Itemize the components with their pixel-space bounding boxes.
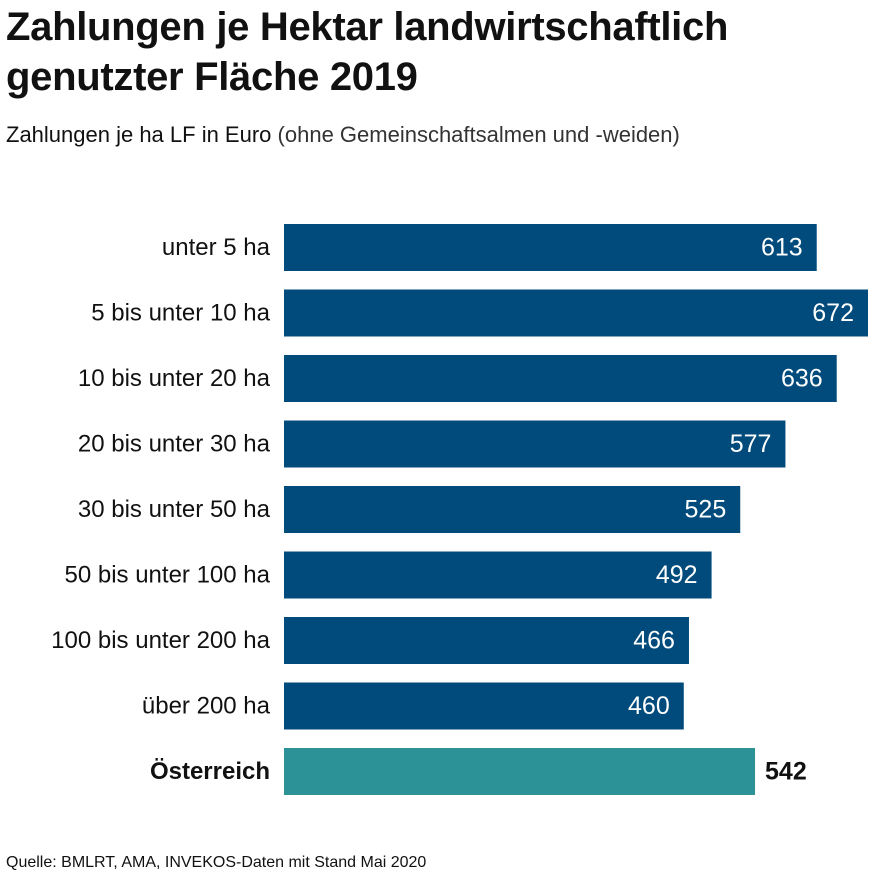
source-note: Quelle: BMLRT, AMA, INVEKOS-Daten mit St… (6, 854, 427, 871)
subtitle-main: Zahlungen je ha LF in Euro (6, 122, 272, 147)
category-label: 20 bis unter 30 ha (78, 431, 271, 458)
value-label: 636 (781, 365, 823, 393)
category-label: 50 bis unter 100 ha (65, 562, 271, 589)
bar (284, 420, 786, 468)
bar (284, 289, 868, 337)
category-label: 30 bis unter 50 ha (78, 496, 271, 523)
category-label: 10 bis unter 20 ha (78, 365, 271, 392)
value-label: 525 (685, 496, 727, 524)
category-label: über 200 ha (142, 693, 271, 720)
bar (284, 682, 684, 730)
bar (284, 224, 817, 271)
category-label: Österreich (150, 758, 270, 785)
bar (284, 486, 741, 533)
value-label: 613 (761, 234, 803, 262)
total-bar (284, 748, 756, 795)
bar (284, 355, 837, 402)
category-label: unter 5 ha (162, 234, 271, 261)
chart-title: Zahlungen je Hektar landwirtschaftlich g… (6, 5, 729, 99)
subtitle-note: (ohne Gemeinschaftsalmen und -weiden) (277, 122, 680, 147)
value-label: 460 (628, 692, 670, 720)
category-label: 5 bis unter 10 ha (91, 300, 270, 327)
value-label: 492 (656, 561, 698, 589)
value-label: 466 (633, 627, 675, 655)
chart-subtitle: Zahlungen je ha LF in Euro (ohne Gemeins… (6, 119, 680, 151)
category-label: 100 bis unter 200 ha (51, 627, 270, 654)
value-label: 577 (730, 430, 772, 458)
bar (284, 551, 712, 599)
value-label: 672 (812, 299, 854, 327)
value-label: 542 (765, 758, 807, 786)
bar-chart: unter 5 ha 613 5 bis unter 10 ha 672 10 bis … (51, 224, 868, 795)
bar (284, 617, 689, 664)
